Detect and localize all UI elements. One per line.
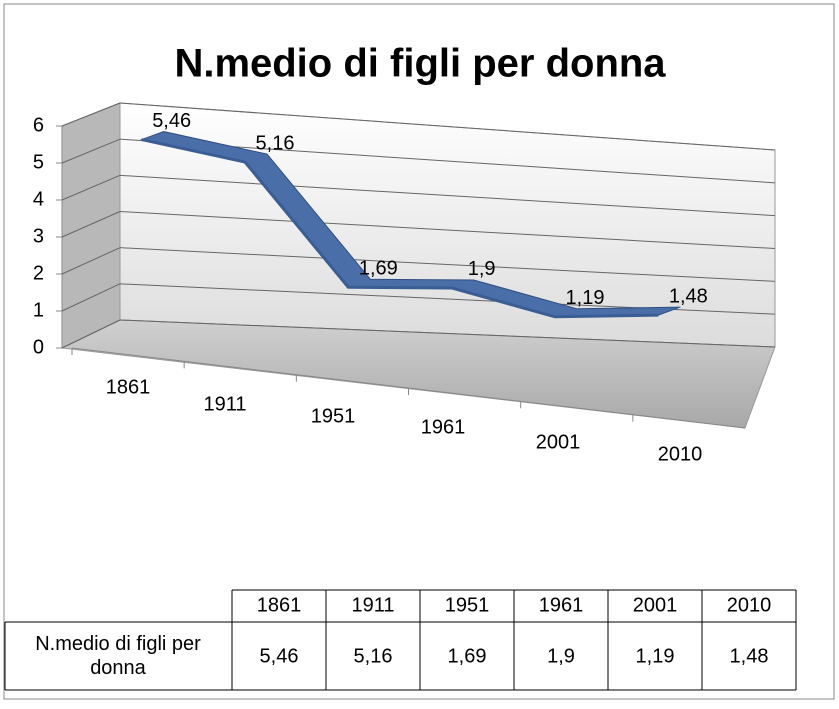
side-wall: [61, 102, 121, 349]
y-tick-label: 0: [33, 336, 44, 358]
table-cell: 1,9: [547, 645, 575, 667]
table-cell: 1,69: [448, 645, 487, 667]
side-grid-line: [61, 319, 121, 349]
x-tick-label: 1911: [203, 393, 246, 415]
side-grid-line: [61, 102, 121, 127]
x-tick-label: 1861: [106, 376, 151, 398]
table-header: 1911: [351, 594, 394, 616]
data-label: 1,69: [359, 258, 398, 280]
table-cell: 1,48: [730, 645, 769, 667]
table-header: 1861: [257, 594, 302, 616]
table-header: 1961: [539, 594, 584, 616]
x-tick-label: 1951: [311, 405, 356, 427]
table-header: 2001: [633, 594, 678, 616]
table-header: 1951: [445, 594, 490, 616]
data-label: 1,19: [566, 287, 605, 309]
y-tick-label: 5: [33, 151, 44, 173]
y-tick-label: 2: [33, 262, 44, 284]
table-header: 2010: [727, 594, 772, 616]
data-label: 1,9: [468, 258, 496, 280]
x-tick-label: 2010: [658, 443, 703, 465]
data-label: 5,46: [152, 110, 191, 132]
table-row-label: N.medio di figli per donna: [35, 633, 201, 679]
table-cell: 5,16: [354, 645, 393, 667]
grid-line: [119, 247, 776, 282]
y-tick-label: 3: [33, 225, 44, 247]
x-tick-label: 1961: [421, 416, 466, 438]
grid-line: [119, 319, 776, 348]
table-cell: 5,46: [260, 645, 299, 667]
chart-title: N.medio di figli per donna: [174, 42, 666, 86]
side-grid-line: [61, 211, 121, 238]
table-cell: 1,19: [636, 645, 675, 667]
grid-line: [119, 174, 776, 217]
y-tick-label: 4: [33, 188, 44, 210]
side-grid-line: [61, 138, 121, 164]
data-label: 5,16: [256, 132, 295, 154]
x-tick-label: 2001: [536, 431, 581, 453]
line: [141, 138, 659, 319]
side-grid-line: [61, 247, 121, 275]
grid-line: [119, 211, 776, 249]
side-grid-line: [61, 283, 121, 312]
grid-line: [119, 102, 776, 151]
y-tick-label: 1: [33, 299, 44, 321]
side-grid-line: [61, 174, 121, 201]
data-label: 1,48: [669, 285, 708, 307]
y-tick-label: 6: [33, 114, 44, 136]
